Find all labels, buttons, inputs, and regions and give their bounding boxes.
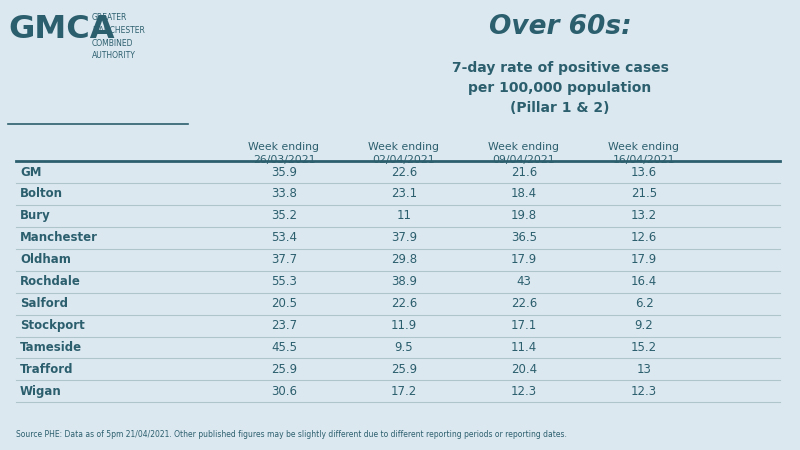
Text: 23.7: 23.7 [271, 319, 297, 332]
Text: Bolton: Bolton [20, 188, 63, 200]
Text: Rochdale: Rochdale [20, 275, 81, 288]
Text: 33.8: 33.8 [271, 188, 297, 200]
Text: 55.3: 55.3 [271, 275, 297, 288]
Text: Tameside: Tameside [20, 341, 82, 354]
Text: 11: 11 [397, 209, 411, 222]
Text: 12.3: 12.3 [631, 385, 657, 398]
Text: 25.9: 25.9 [391, 363, 417, 376]
Text: 37.9: 37.9 [391, 231, 417, 244]
Text: Wigan: Wigan [20, 385, 62, 398]
Text: Week ending
09/04/2021: Week ending 09/04/2021 [489, 142, 559, 165]
Text: 36.5: 36.5 [511, 231, 537, 244]
Text: 7-day rate of positive cases
per 100,000 population
(Pillar 1 & 2): 7-day rate of positive cases per 100,000… [451, 61, 669, 115]
Text: 35.2: 35.2 [271, 209, 297, 222]
Text: 22.6: 22.6 [391, 297, 417, 310]
Text: 9.2: 9.2 [634, 319, 654, 332]
Text: Manchester: Manchester [20, 231, 98, 244]
Text: 25.9: 25.9 [271, 363, 297, 376]
Text: 12.6: 12.6 [631, 231, 657, 244]
Text: Stockport: Stockport [20, 319, 85, 332]
Text: Source PHE: Data as of 5pm 21/04/2021. Other published figures may be slightly d: Source PHE: Data as of 5pm 21/04/2021. O… [16, 430, 567, 439]
Text: 17.9: 17.9 [631, 253, 657, 266]
Text: 13.6: 13.6 [631, 166, 657, 179]
Text: 11.9: 11.9 [391, 319, 417, 332]
Text: Trafford: Trafford [20, 363, 74, 376]
Text: Week ending
16/04/2021: Week ending 16/04/2021 [609, 142, 679, 165]
Text: GMCA: GMCA [8, 14, 114, 45]
Text: 17.9: 17.9 [511, 253, 537, 266]
Text: GREATER
MANCHESTER
COMBINED
AUTHORITY: GREATER MANCHESTER COMBINED AUTHORITY [92, 14, 145, 60]
Text: 23.1: 23.1 [391, 188, 417, 200]
Text: 19.8: 19.8 [511, 209, 537, 222]
Text: GM: GM [20, 166, 42, 179]
Text: Over 60s:: Over 60s: [489, 14, 631, 40]
Text: 53.4: 53.4 [271, 231, 297, 244]
Text: 22.6: 22.6 [511, 297, 537, 310]
Text: 21.5: 21.5 [631, 188, 657, 200]
Text: 35.9: 35.9 [271, 166, 297, 179]
Text: 20.4: 20.4 [511, 363, 537, 376]
Text: 12.3: 12.3 [511, 385, 537, 398]
Text: Week ending
26/03/2021: Week ending 26/03/2021 [249, 142, 319, 165]
Text: 13: 13 [637, 363, 651, 376]
Text: 43: 43 [517, 275, 531, 288]
Text: Oldham: Oldham [20, 253, 71, 266]
Text: 45.5: 45.5 [271, 341, 297, 354]
Text: Bury: Bury [20, 209, 50, 222]
Text: 18.4: 18.4 [511, 188, 537, 200]
Text: 17.2: 17.2 [391, 385, 417, 398]
Text: 21.6: 21.6 [511, 166, 537, 179]
Text: Week ending
02/04/2021: Week ending 02/04/2021 [369, 142, 439, 165]
Text: 38.9: 38.9 [391, 275, 417, 288]
Text: 37.7: 37.7 [271, 253, 297, 266]
Text: 6.2: 6.2 [634, 297, 654, 310]
Text: 29.8: 29.8 [391, 253, 417, 266]
Text: 30.6: 30.6 [271, 385, 297, 398]
Text: 16.4: 16.4 [631, 275, 657, 288]
Text: 15.2: 15.2 [631, 341, 657, 354]
Text: Salford: Salford [20, 297, 68, 310]
Text: 22.6: 22.6 [391, 166, 417, 179]
Text: 20.5: 20.5 [271, 297, 297, 310]
Text: 17.1: 17.1 [511, 319, 537, 332]
Text: 11.4: 11.4 [511, 341, 537, 354]
Text: 13.2: 13.2 [631, 209, 657, 222]
Text: 9.5: 9.5 [394, 341, 414, 354]
